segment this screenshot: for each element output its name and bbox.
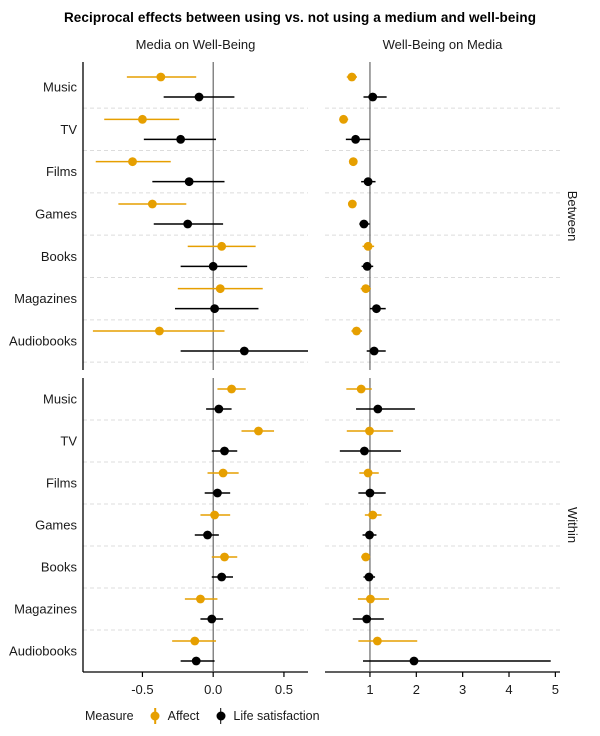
affect-point <box>361 552 371 562</box>
category-label: Books <box>41 249 78 264</box>
affect-point <box>348 157 358 167</box>
affect-point <box>155 326 164 336</box>
life-point <box>213 488 222 498</box>
life-point <box>184 177 194 187</box>
affect-point <box>217 241 227 251</box>
legend: Measure Affect Life satisfaction <box>85 703 336 729</box>
life-point <box>191 656 201 666</box>
affect-point <box>352 326 361 336</box>
life-point <box>239 346 249 356</box>
x-axis-tick-label: -0.5 <box>131 682 153 697</box>
life-point <box>207 614 217 624</box>
life-point <box>210 304 220 314</box>
life-point <box>203 530 212 540</box>
panel-header-media-on-wellbeing: Media on Well-Being <box>135 37 256 52</box>
category-label: Books <box>41 560 78 575</box>
category-label: Games <box>35 518 77 533</box>
x-axis-tick-label: 1 <box>366 682 373 697</box>
category-label: Magazines <box>14 602 77 617</box>
affect-point <box>347 199 357 209</box>
life-point <box>373 404 383 414</box>
life-point <box>351 134 360 144</box>
affect-point <box>196 594 205 604</box>
life-point <box>183 219 193 229</box>
life-point <box>214 404 224 414</box>
life-point <box>217 572 227 582</box>
category-label: Films <box>46 476 78 491</box>
affect-point <box>215 284 225 294</box>
affect-point <box>339 114 348 124</box>
category-label: TV <box>60 122 77 137</box>
affect-point <box>156 72 166 82</box>
x-axis-tick-label: 5 <box>552 682 559 697</box>
category-label: Music <box>43 80 77 95</box>
life-point <box>362 261 372 271</box>
life-point <box>362 614 372 624</box>
affect-point <box>190 636 200 646</box>
x-axis-tick-label: 2 <box>413 682 420 697</box>
x-axis-tick-label: 0.5 <box>275 682 293 697</box>
affect-point <box>368 510 378 520</box>
legend-title: Measure <box>85 709 134 723</box>
x-axis-tick-label: 4 <box>505 682 512 697</box>
chart-title: Reciprocal effects between using vs. not… <box>63 10 537 25</box>
affect-point <box>227 384 236 394</box>
category-label: TV <box>60 434 77 449</box>
life-point <box>409 656 419 666</box>
affect-point <box>366 594 375 604</box>
affect-point <box>372 636 382 646</box>
x-axis-tick-label: 0.0 <box>204 682 222 697</box>
affect-point <box>365 426 374 436</box>
life-point <box>359 219 369 229</box>
affect-point <box>147 199 157 209</box>
legend-item-affect: Affect <box>150 707 200 725</box>
category-label: Audiobooks <box>9 644 77 659</box>
category-label: Audiobooks <box>9 334 77 349</box>
legend-label-life-satisfaction: Life satisfaction <box>233 709 320 723</box>
affect-point <box>363 241 373 251</box>
affect-point <box>254 426 263 436</box>
panel-header-wellbeing-on-media: Well-Being on Media <box>382 37 503 52</box>
affect-point <box>220 552 229 562</box>
life-point <box>363 177 373 187</box>
legend-item-life-satisfaction: Life satisfaction <box>215 707 320 725</box>
category-label: Magazines <box>14 291 77 306</box>
affect-point <box>138 114 147 124</box>
affect-point <box>356 384 366 394</box>
life-satisfaction-pointrange-icon <box>215 707 226 725</box>
life-point <box>365 530 374 540</box>
category-label: Music <box>43 392 77 407</box>
life-point <box>368 92 378 102</box>
facet-label-within: Within <box>565 506 580 544</box>
affect-point <box>363 468 373 478</box>
facet-label-between: Between <box>565 190 580 242</box>
life-point <box>364 572 374 582</box>
affect-point <box>218 468 228 478</box>
category-label: Films <box>46 164 78 179</box>
life-point <box>369 346 379 356</box>
affect-point <box>128 157 137 167</box>
life-point <box>365 488 375 498</box>
affect-pointrange-icon <box>150 707 161 725</box>
legend-label-affect: Affect <box>167 709 200 723</box>
category-label: Games <box>35 207 77 222</box>
affect-point <box>210 510 220 520</box>
life-point <box>372 304 381 314</box>
life-point <box>194 92 204 102</box>
life-point <box>176 134 186 144</box>
affect-point <box>361 284 371 294</box>
life-point <box>220 446 229 456</box>
life-point <box>359 446 369 456</box>
affect-point <box>347 72 357 82</box>
life-point <box>208 261 218 271</box>
x-axis-tick-label: 3 <box>459 682 466 697</box>
